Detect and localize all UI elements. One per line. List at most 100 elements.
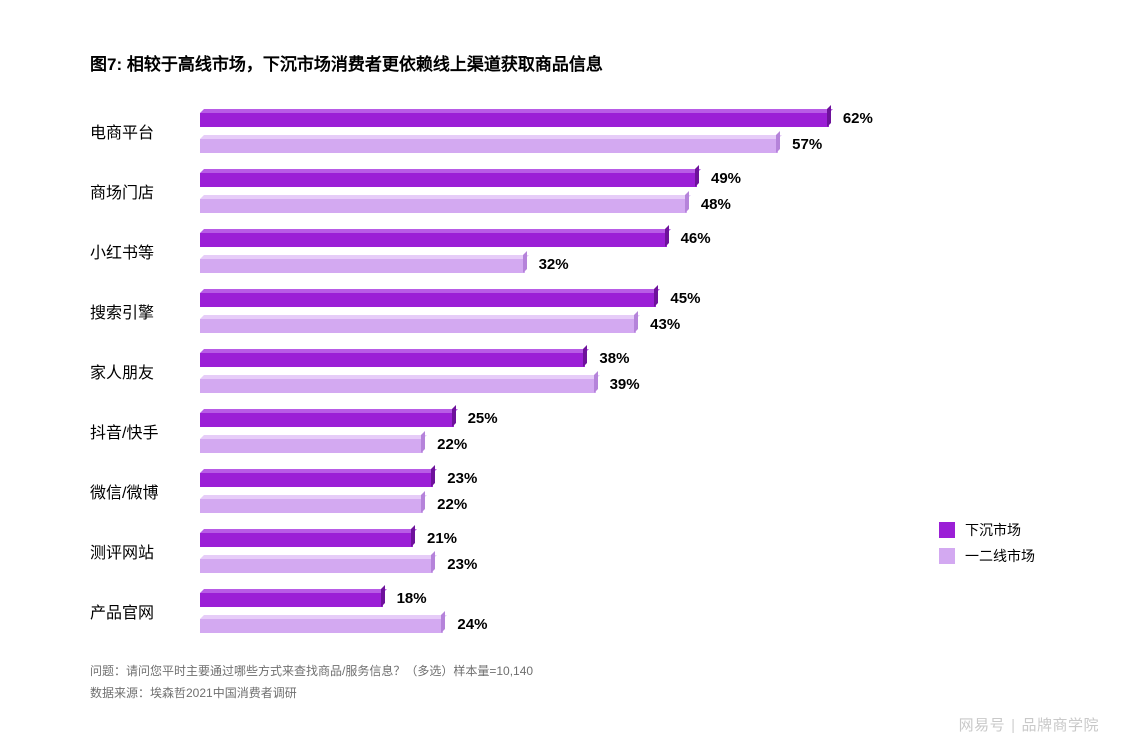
bar-3d (200, 349, 585, 367)
bar-3d (200, 495, 423, 513)
bar-face-front (200, 199, 687, 213)
footnote-question: 问题：请问您平时主要通过哪些方式来查找商品/服务信息？（多选）样本量=10,14… (90, 661, 1055, 683)
bar-sinking: 45% (200, 287, 700, 309)
category-label: 家人朋友 (90, 359, 200, 383)
bar-face-side (654, 285, 658, 307)
bar-face-side (695, 165, 699, 187)
footnotes: 问题：请问您平时主要通过哪些方式来查找商品/服务信息？（多选）样本量=10,14… (90, 661, 1055, 704)
bar-sinking: 38% (200, 347, 629, 369)
value-label: 22% (437, 496, 467, 513)
legend-swatch (939, 548, 955, 564)
bar-3d (200, 435, 423, 453)
value-label: 23% (447, 470, 477, 487)
bars-cell: 46% 32% (200, 223, 1055, 279)
legend: 下沉市场一二线市场 (939, 520, 1035, 572)
value-label: 38% (599, 350, 629, 367)
value-label: 46% (681, 230, 711, 247)
bars-cell: 21%23% (200, 523, 1055, 579)
category-label: 微信/微博 (90, 479, 200, 503)
bar-face-side (431, 551, 435, 573)
bar-face-front (200, 139, 778, 153)
value-label: 49% (711, 170, 741, 187)
bar-face-front (200, 473, 433, 487)
bar-3d (200, 109, 829, 127)
bar-sinking: 46% (200, 227, 711, 249)
bar-tier12: 32% (200, 253, 569, 275)
category-label: 小红书等 (90, 239, 200, 263)
bar-face-front (200, 319, 636, 333)
bar-face-front (200, 379, 596, 393)
category-label: 搜索引擎 (90, 299, 200, 323)
chart-row: 测评网站21%23% (90, 523, 1055, 579)
bar-face-front (200, 499, 423, 513)
bar-sinking: 25% (200, 407, 498, 429)
legend-swatch (939, 522, 955, 538)
bar-face-side (452, 405, 456, 427)
category-label: 电商平台 (90, 119, 200, 143)
value-label: 32% (539, 256, 569, 273)
value-label: 57% (792, 136, 822, 153)
bar-sinking: 62% (200, 107, 873, 129)
bar-face-front (200, 593, 383, 607)
bar-3d (200, 589, 383, 607)
bar-face-side (827, 105, 831, 127)
bars-cell: 62% 57% (200, 103, 1055, 159)
bar-3d (200, 555, 433, 573)
bar-3d (200, 255, 525, 273)
bar-tier12: 23% (200, 553, 477, 575)
bar-sinking: 49% (200, 167, 741, 189)
bar-3d (200, 375, 596, 393)
bar-face-side (776, 131, 780, 153)
bar-face-front (200, 173, 697, 187)
bar-3d (200, 469, 433, 487)
bars-cell: 18% 24% (200, 583, 1055, 639)
value-label: 62% (843, 110, 873, 127)
bar-face-side (634, 311, 638, 333)
value-label: 48% (701, 196, 731, 213)
value-label: 43% (650, 316, 680, 333)
value-label: 24% (457, 616, 487, 633)
bar-face-side (685, 191, 689, 213)
bars-cell: 25%22% (200, 403, 1055, 459)
bar-3d (200, 135, 778, 153)
bar-tier12: 24% (200, 613, 487, 635)
value-label: 18% (397, 590, 427, 607)
bar-face-side (523, 251, 527, 273)
bar-3d (200, 409, 454, 427)
legend-label: 下沉市场 (965, 520, 1021, 540)
chart-row: 微信/微博 23% 22% (90, 463, 1055, 519)
bar-3d (200, 169, 697, 187)
bar-face-front (200, 559, 433, 573)
bar-face-front (200, 293, 656, 307)
bar-face-front (200, 233, 667, 247)
bar-tier12: 22% (200, 433, 467, 455)
bar-tier12: 22% (200, 493, 467, 515)
bar-face-front (200, 259, 525, 273)
bar-3d (200, 615, 443, 633)
bar-face-side (381, 585, 385, 607)
bar-tier12: 57% (200, 133, 822, 155)
bar-3d (200, 195, 687, 213)
legend-item: 一二线市场 (939, 546, 1035, 566)
bar-sinking: 21% (200, 527, 457, 549)
chart-area: 电商平台62%57%商场门店49%48%小红书等46%32%搜索引擎45%43%… (90, 103, 1055, 639)
bar-3d (200, 315, 636, 333)
bar-face-front (200, 533, 413, 547)
category-label: 产品官网 (90, 599, 200, 623)
bar-face-front (200, 413, 454, 427)
chart-title: 图7: 相较于高线市场，下沉市场消费者更依赖线上渠道获取商品信息 (90, 50, 1055, 75)
bar-face-side (441, 611, 445, 633)
value-label: 22% (437, 436, 467, 453)
bar-face-front (200, 113, 829, 127)
value-label: 25% (468, 410, 498, 427)
bar-face-side (583, 345, 587, 367)
watermark-sep: | (1011, 717, 1015, 734)
watermark: 网易号|品牌商学院 (959, 714, 1099, 735)
bars-cell: 45% 43% (200, 283, 1055, 339)
bar-face-front (200, 619, 443, 633)
value-label: 45% (670, 290, 700, 307)
bar-3d (200, 289, 656, 307)
watermark-left: 网易号 (959, 717, 1006, 734)
bar-3d (200, 529, 413, 547)
bar-sinking: 23% (200, 467, 477, 489)
